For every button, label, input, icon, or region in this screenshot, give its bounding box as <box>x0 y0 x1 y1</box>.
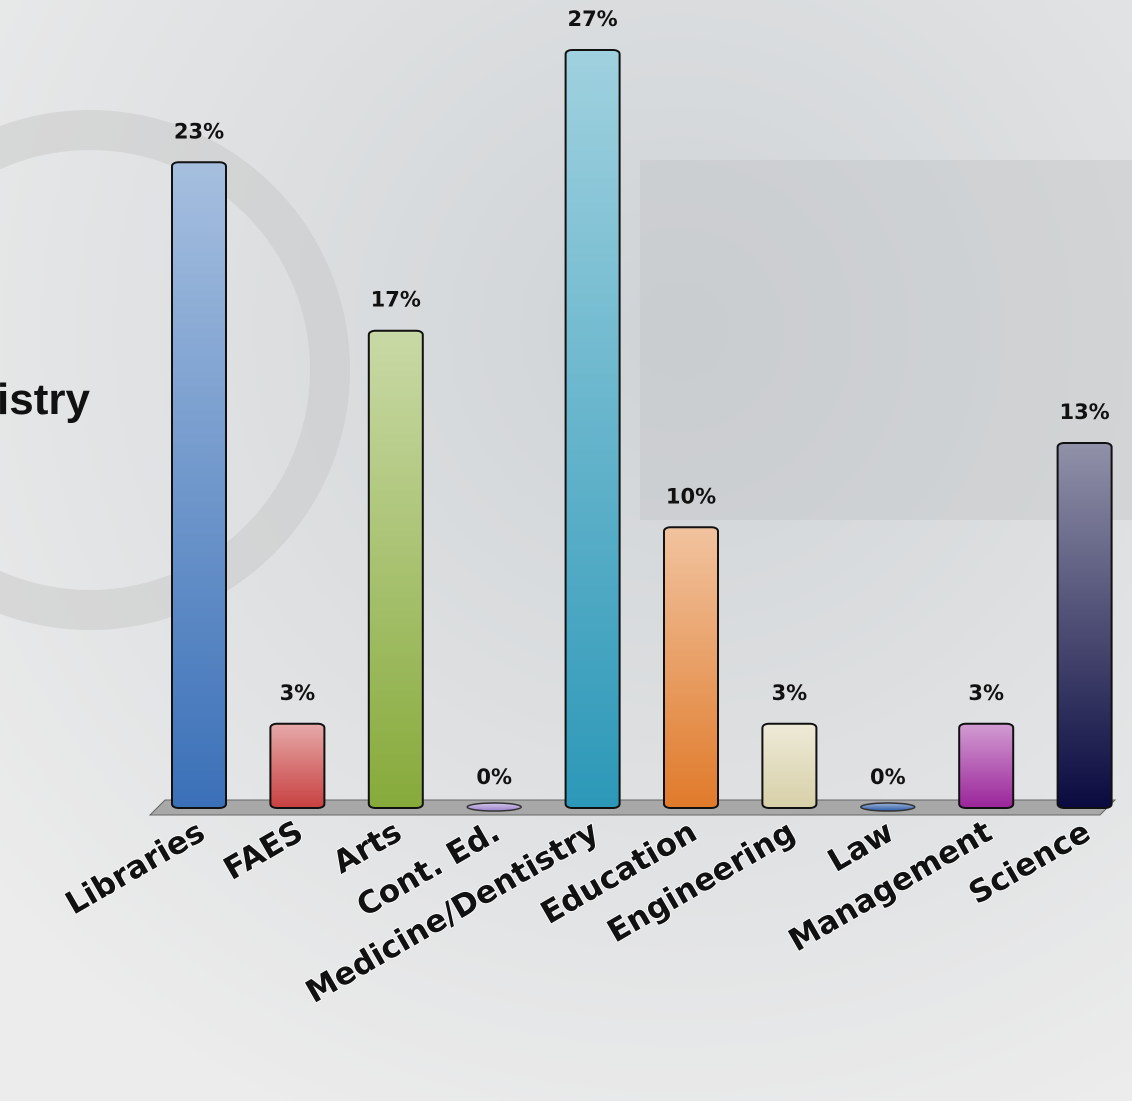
bar <box>564 49 621 809</box>
value-label: 27% <box>567 7 617 31</box>
bar <box>171 161 227 809</box>
bar <box>958 722 1015 809</box>
bar <box>761 722 818 809</box>
value-label: 3% <box>280 681 316 705</box>
value-label: 3% <box>772 681 808 705</box>
bar <box>269 722 326 809</box>
bar <box>466 802 522 812</box>
building <box>640 160 1132 520</box>
value-label: 23% <box>174 119 224 143</box>
value-label: 3% <box>968 681 1004 705</box>
annotation: istry <box>0 375 90 424</box>
bar <box>367 329 424 809</box>
value-label: 10% <box>666 484 716 508</box>
value-label: 0% <box>870 765 906 789</box>
bar <box>1056 442 1113 809</box>
bar <box>860 802 916 812</box>
seal <box>0 110 350 630</box>
value-label: 17% <box>371 288 421 312</box>
value-label: 13% <box>1059 400 1109 424</box>
value-label: 0% <box>476 765 512 789</box>
bar <box>663 526 719 810</box>
